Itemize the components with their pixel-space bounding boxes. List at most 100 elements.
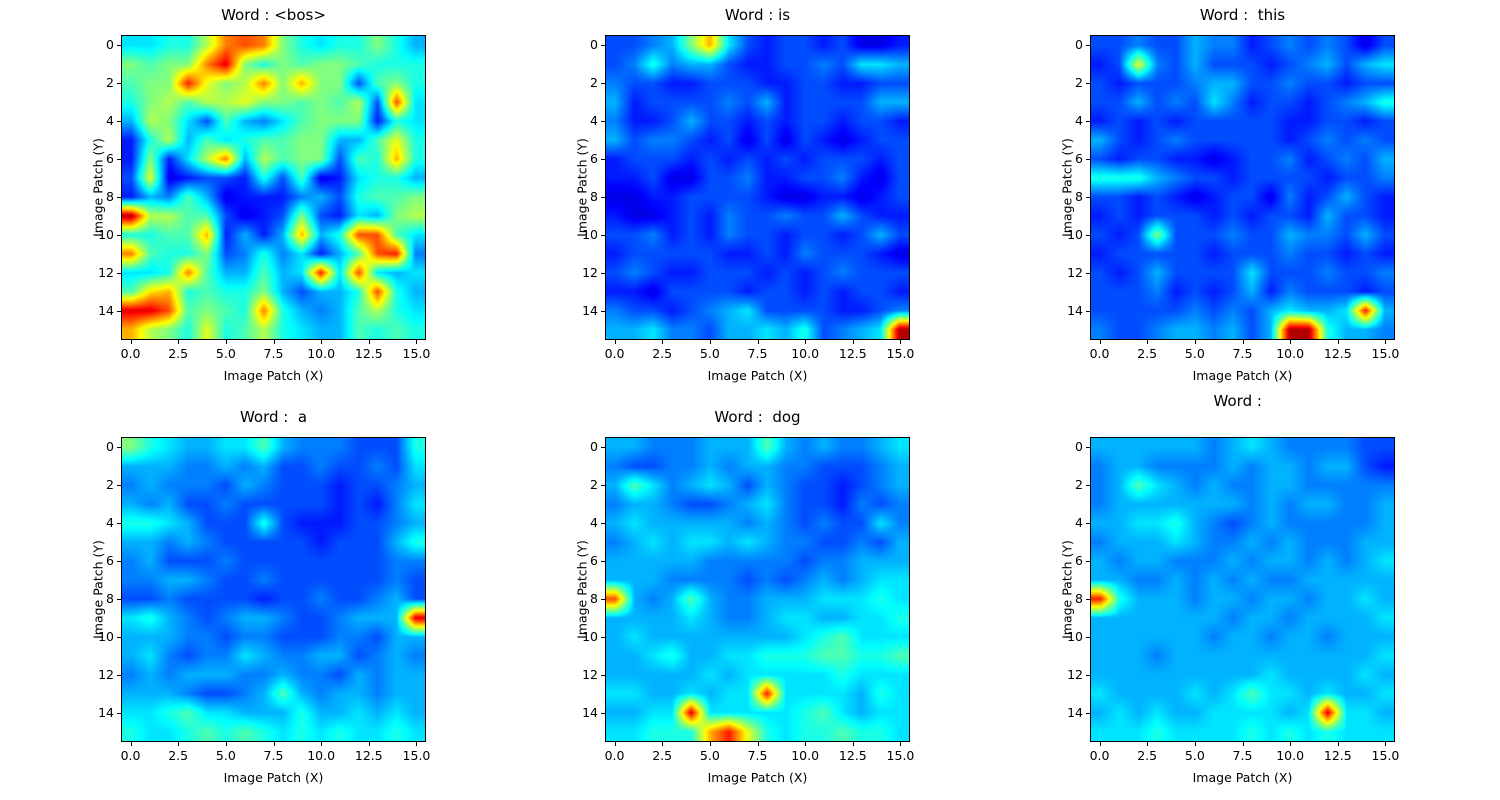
y-tick-mark [1086,197,1090,199]
x-tick-mark [900,340,902,344]
y-tick-mark [117,120,121,122]
x-tick-mark [416,340,418,344]
y-tick-mark [1086,120,1090,122]
x-tick-mark [1147,340,1149,344]
y-tick-mark [1086,522,1090,524]
y-tick-mark [601,44,605,46]
heatmap-panel-2: Word : this Image Patch (X) Image Patch … [1060,6,1400,383]
x-tick-mark [1290,742,1292,746]
x-tick-mark [273,742,275,746]
x-tick-label: 5.0 [1184,346,1205,361]
y-tick-label: 4 [590,514,598,530]
y-tick-mark [117,599,121,601]
x-tick-mark [805,742,807,746]
y-tick-label: 12 [582,265,598,281]
y-tick-mark [117,484,121,486]
x-tick-mark [321,742,323,746]
chart-title: Word : dog [714,408,801,426]
y-tick-label: 0 [590,36,598,52]
heatmap-panel-3: Word : a Image Patch (X) Image Patch (Y)… [91,408,431,785]
x-tick-mark [1385,340,1387,344]
x-tick-label: 12.5 [838,346,867,361]
y-tick-label: 2 [1075,476,1083,492]
y-tick-label: 2 [590,476,598,492]
y-tick-mark [117,446,121,448]
y-tick-mark [601,197,605,199]
x-tick-mark [321,340,323,344]
x-tick-label: 5.0 [215,748,236,763]
y-tick-mark [1086,311,1090,313]
y-tick-mark [601,522,605,524]
x-tick-mark [368,340,370,344]
x-tick-mark [805,340,807,344]
x-tick-mark [852,742,854,746]
y-tick-mark [601,713,605,715]
x-tick-label: 2.5 [168,748,189,763]
y-tick-label: 8 [1075,591,1083,607]
x-tick-label: 5.0 [215,346,236,361]
x-tick-label: 7.5 [1232,748,1253,763]
x-tick-mark [416,742,418,746]
heatmap-panel-1: Word : is Image Patch (X) Image Patch (Y… [575,6,915,383]
y-tick-mark [117,311,121,313]
x-tick-mark [1194,742,1196,746]
y-tick-mark [117,522,121,524]
x-tick-label: 0.0 [1089,748,1110,763]
plot-area [1090,35,1395,340]
chart-title: Word : a [239,408,308,426]
y-tick-label: 12 [1067,265,1083,281]
x-tick-label: 7.5 [263,346,284,361]
y-tick-label: 2 [106,74,114,90]
y-tick-label: 10 [98,227,114,243]
y-tick-label: 12 [98,667,114,683]
y-tick-mark [601,446,605,448]
x-tick-mark [1242,340,1244,344]
x-tick-label: 2.5 [652,346,673,361]
x-tick-label: 10.0 [791,748,820,763]
y-tick-label: 0 [1075,36,1083,52]
x-tick-mark [225,742,227,746]
y-tick-mark [601,484,605,486]
y-tick-mark [1086,713,1090,715]
y-tick-label: 6 [1075,552,1083,568]
x-tick-label: 7.5 [747,748,768,763]
y-tick-mark [1086,484,1090,486]
y-tick-label: 10 [98,629,114,645]
x-tick-mark [662,742,664,746]
x-tick-mark [662,340,664,344]
y-tick-mark [117,713,121,715]
y-tick-label: 4 [590,112,598,128]
x-tick-mark [1099,742,1101,746]
x-tick-label: 15.0 [1371,346,1400,361]
y-tick-mark [601,675,605,677]
x-tick-label: 5.0 [699,748,720,763]
x-tick-label: 12.5 [838,748,867,763]
heatmap-canvas [122,36,425,339]
y-tick-label: 8 [106,591,114,607]
x-tick-label: 10.0 [307,346,336,361]
y-tick-label: 0 [590,438,598,454]
x-tick-mark [1337,742,1339,746]
y-tick-label: 4 [1075,514,1083,530]
y-tick-mark [601,120,605,122]
x-tick-label: 0.0 [120,748,141,763]
y-tick-label: 10 [582,227,598,243]
chart-title: Word : this [1199,6,1286,24]
x-tick-mark [178,742,180,746]
x-tick-label: 15.0 [402,346,431,361]
y-tick-label: 4 [106,514,114,530]
y-tick-label: 14 [1067,303,1083,319]
x-tick-label: 15.0 [1371,748,1400,763]
y-tick-label: 0 [1075,438,1083,454]
y-tick-label: 6 [106,150,114,166]
heatmap-canvas [1091,438,1394,741]
x-tick-mark [1290,340,1292,344]
y-tick-label: 6 [106,552,114,568]
x-tick-label: 2.5 [652,748,673,763]
x-tick-mark [225,340,227,344]
x-tick-mark [709,340,711,344]
x-tick-label: 0.0 [604,748,625,763]
x-tick-label: 0.0 [604,346,625,361]
y-tick-mark [601,599,605,601]
y-tick-label: 6 [1075,150,1083,166]
